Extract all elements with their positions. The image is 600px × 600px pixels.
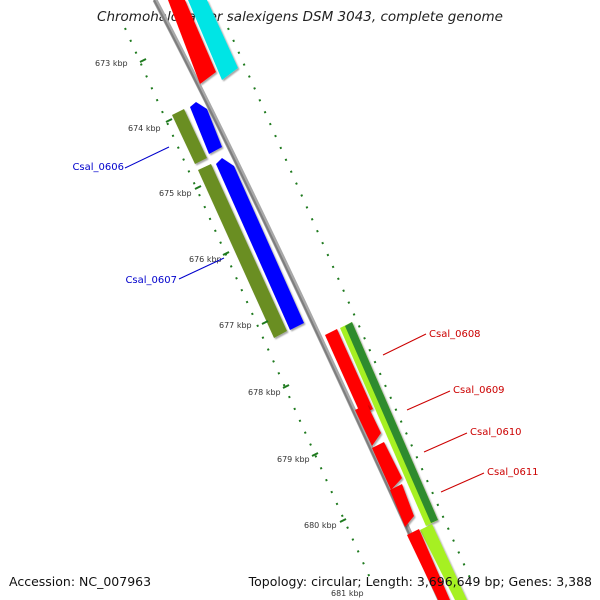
label-leader-0610	[423, 432, 468, 453]
gene-arrow-red-0609	[355, 404, 381, 446]
label-leader-0608	[382, 333, 427, 356]
tick-label: 675 kbp	[159, 189, 192, 198]
gene-arrow-cyan-top	[188, 0, 238, 80]
gene-bar-olive-0607	[198, 164, 287, 338]
outer-scale-ring	[227, 27, 471, 579]
tick-label: 680 kbp	[304, 521, 337, 530]
gene-label-0608[interactable]: Csal_0608	[429, 329, 481, 340]
gene-label-0607[interactable]: Csal_0607	[125, 275, 177, 286]
gene-arrow-red-bottom	[407, 529, 450, 600]
label-leader-0611	[440, 472, 485, 493]
tick-label: 681 kbp	[331, 589, 364, 598]
gene-label-0610[interactable]: Csal_0610	[470, 427, 522, 438]
gene-arrow-red-0610	[372, 442, 402, 490]
tick-label: 673 kbp	[95, 59, 128, 68]
tick-label: 677 kbp	[219, 321, 252, 330]
gene-bar-lime-bottom	[420, 524, 467, 600]
tick-label: 674 kbp	[128, 124, 161, 133]
tick-label: 679 kbp	[277, 455, 310, 464]
label-leader-0606	[124, 146, 170, 169]
gene-bar-dark-green-track	[345, 322, 438, 523]
label-leader-0609	[406, 390, 451, 411]
scale-tick-marks	[139, 58, 347, 523]
tick-label: 676 kbp	[189, 255, 222, 264]
topology-text: Topology: circular; Length: 3,696,649 bp…	[248, 574, 592, 589]
gene-label-0609[interactable]: Csal_0609	[453, 385, 505, 396]
gene-bar-olive-0606	[172, 109, 207, 164]
accession-text: Accession: NC_007963	[9, 574, 152, 589]
tick-label: 678 kbp	[248, 388, 281, 397]
gene-arrow-red-0611	[390, 484, 414, 527]
inner-scale-ring	[124, 27, 371, 579]
gene-arrow-red-top	[168, 0, 216, 84]
gene-label-0611[interactable]: Csal_0611	[487, 467, 539, 478]
gene-arrow-red-0608	[325, 329, 373, 415]
gene-arrow-blue-0607	[216, 158, 304, 330]
label-leader-0607	[178, 257, 225, 280]
gene-label-0606[interactable]: Csal_0606	[72, 162, 124, 173]
gene-arrow-blue-0606	[190, 102, 222, 154]
